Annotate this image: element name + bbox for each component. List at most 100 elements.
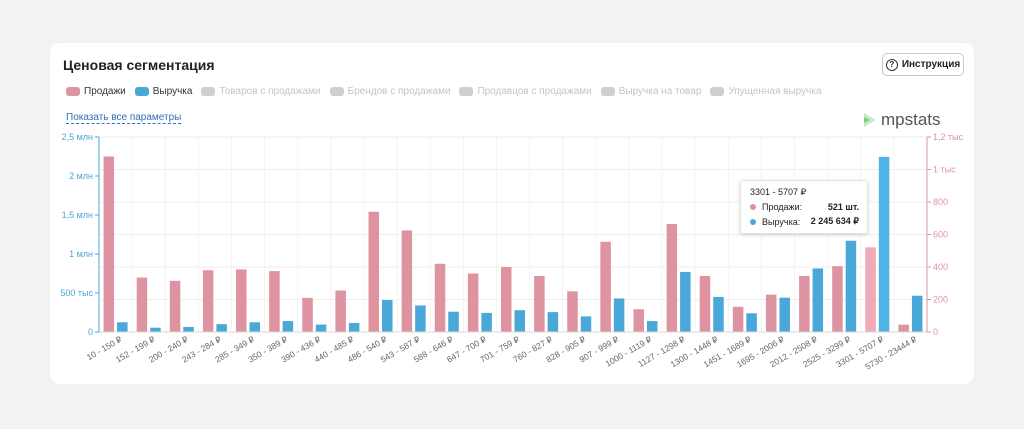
bar-revenue: [713, 296, 724, 332]
bar-revenue: [183, 326, 194, 332]
legend-label: Упущенная выручка: [728, 86, 822, 97]
bar-sales: [136, 277, 148, 332]
bar-sales: [269, 271, 280, 332]
bar-revenue: [448, 311, 459, 332]
bar-revenue: [150, 327, 161, 332]
bar-sales: [765, 294, 777, 332]
y-left-tick-label: 2 млн: [69, 171, 93, 181]
bar-revenue: [812, 268, 824, 332]
tooltip-revenue-dot: [750, 218, 756, 225]
chart-tooltip: 3301 - 5707 ₽ Продажи: 521 шт. Выручка: …: [740, 180, 868, 234]
help-icon: ?: [885, 58, 898, 71]
legend-item-sales[interactable]: Продажи: [66, 86, 126, 97]
show-all-parameters-link[interactable]: Показать все параметры: [66, 112, 182, 124]
bar-sales: [898, 324, 909, 332]
bar-sales: [368, 211, 380, 332]
bar-sales: [666, 223, 678, 332]
legend-item-lost-revenue[interactable]: Упущенная выручка: [710, 86, 822, 97]
bar-sales: [467, 273, 479, 332]
bar-sales: [103, 156, 115, 332]
tooltip-sales-dot: [750, 204, 756, 210]
bar-sales: [169, 280, 181, 332]
bar-sales: [302, 297, 313, 332]
bar-revenue: [216, 324, 227, 332]
legend: Продажи Выручка Товаров с продажами Брен…: [66, 86, 822, 97]
bar-sales: [633, 309, 644, 332]
bar-revenue: [547, 312, 559, 332]
bar-revenue: [481, 312, 492, 332]
bar-revenue: [680, 271, 691, 332]
y-right-tick-label: 400: [933, 262, 948, 272]
bar-revenue: [746, 313, 757, 332]
x-axis-labels: 10 - 150 ₽152 - 199 ₽200 - 240 ₽243 - 28…: [85, 334, 919, 372]
bar-revenue: [282, 321, 294, 332]
legend-swatch: [329, 87, 344, 96]
legend-swatch: [66, 87, 80, 96]
bar-revenue: [514, 310, 525, 332]
bar-sales: [600, 241, 611, 332]
y-right-tick-label: 0: [933, 327, 938, 337]
instruction-button[interactable]: ? Инструкция: [882, 53, 964, 76]
bar-sales: [732, 306, 744, 332]
bar-revenue: [845, 240, 857, 332]
tooltip-revenue-value: 2 245 634 ₽: [810, 216, 859, 226]
y-left-tick-label: 2,5 млн: [62, 132, 93, 142]
tooltip-revenue-label: Выручка:: [762, 216, 801, 227]
legend-item-revenue[interactable]: Выручка: [134, 86, 193, 97]
y-left-tick-label: 1 млн: [69, 249, 93, 259]
legend-label: Брендов с продажами: [347, 86, 451, 97]
bar-sales: [401, 230, 413, 332]
legend-swatch: [710, 87, 725, 96]
legend-label: Выручка: [152, 86, 193, 97]
bar-revenue: [646, 321, 658, 332]
bar-revenue: [315, 324, 327, 332]
mpstats-logo: mpstats: [863, 110, 941, 130]
legend-swatch: [600, 87, 615, 96]
bar-sales: [236, 269, 247, 332]
tooltip-title: 3301 - 5707 ₽: [750, 187, 807, 197]
y-right-tick-label: 1 тыс: [933, 165, 956, 175]
bar-revenue: [779, 297, 790, 332]
tooltip-sales-label: Продажи:: [762, 202, 803, 212]
bar-sales: [202, 270, 214, 332]
legend-item-brands-with-sales[interactable]: Брендов с продажами: [329, 86, 451, 97]
y-right-tick-label: 1,2 тыс: [933, 132, 964, 142]
bar-sales: [501, 267, 512, 332]
bar-sales: [832, 266, 843, 332]
bar-revenue: [911, 295, 923, 332]
tooltip-row-sales: Продажи: 521 шт.: [750, 202, 859, 212]
bar-revenue: [613, 298, 625, 332]
y-left-tick-label: 1,5 млн: [62, 210, 93, 220]
legend-item-items-with-sales[interactable]: Товаров с продажами: [201, 86, 321, 97]
bar-revenue: [117, 322, 128, 332]
bar-revenue: [249, 322, 261, 332]
bar-revenue: [382, 300, 393, 332]
legend-item-sellers-with-sales[interactable]: Продавцов с продажами: [459, 86, 592, 97]
y-left-tick-label: 0: [88, 327, 93, 337]
y-right-tick-label: 600: [933, 230, 948, 240]
bar-sales: [865, 247, 876, 332]
bar-sales: [534, 275, 545, 332]
bars: [103, 156, 923, 332]
legend-label: Выручка на товар: [618, 86, 702, 97]
tooltip-row-revenue: Выручка: 2 245 634 ₽: [750, 216, 859, 227]
logo-text: mpstats: [881, 110, 941, 129]
y-right-tick-label: 200: [933, 295, 948, 305]
y-right-tick-label: 800: [933, 197, 948, 207]
axes: 0 500 тыс 1 млн 1,5 млн 2 млн 2,5 млн 0 200 400 6…: [60, 132, 963, 337]
legend-item-revenue-per-item[interactable]: Выручка на товар: [600, 86, 702, 97]
page-title: Ценовая сегментация: [63, 57, 215, 73]
bar-sales: [699, 275, 711, 332]
legend-label: Продавцов с продажами: [477, 86, 592, 97]
y-left-tick-label: 500 тыс: [60, 288, 93, 298]
legend-label: Товаров с продажами: [219, 86, 321, 97]
legend-swatch: [459, 87, 474, 96]
legend-swatch: [201, 87, 216, 96]
tooltip-sales-value: 521 шт.: [827, 202, 859, 212]
bar-revenue: [580, 316, 592, 332]
bar-sales: [567, 291, 578, 332]
bar-sales: [799, 275, 810, 332]
legend-label: Продажи: [84, 86, 126, 97]
bar-sales: [434, 263, 446, 332]
